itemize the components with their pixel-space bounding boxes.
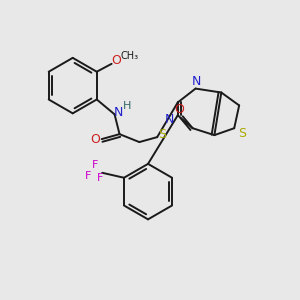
- Text: F: F: [85, 171, 92, 181]
- Text: O: O: [174, 103, 184, 116]
- Text: N: N: [192, 75, 201, 88]
- Text: F: F: [97, 173, 104, 183]
- Text: F: F: [92, 160, 98, 170]
- Text: H: H: [123, 101, 132, 111]
- Text: S: S: [158, 128, 166, 141]
- Text: CH₃: CH₃: [120, 51, 139, 61]
- Text: O: O: [112, 54, 122, 67]
- Text: N: N: [114, 106, 123, 119]
- Text: S: S: [238, 127, 246, 140]
- Text: N: N: [165, 113, 175, 126]
- Text: O: O: [90, 133, 100, 146]
